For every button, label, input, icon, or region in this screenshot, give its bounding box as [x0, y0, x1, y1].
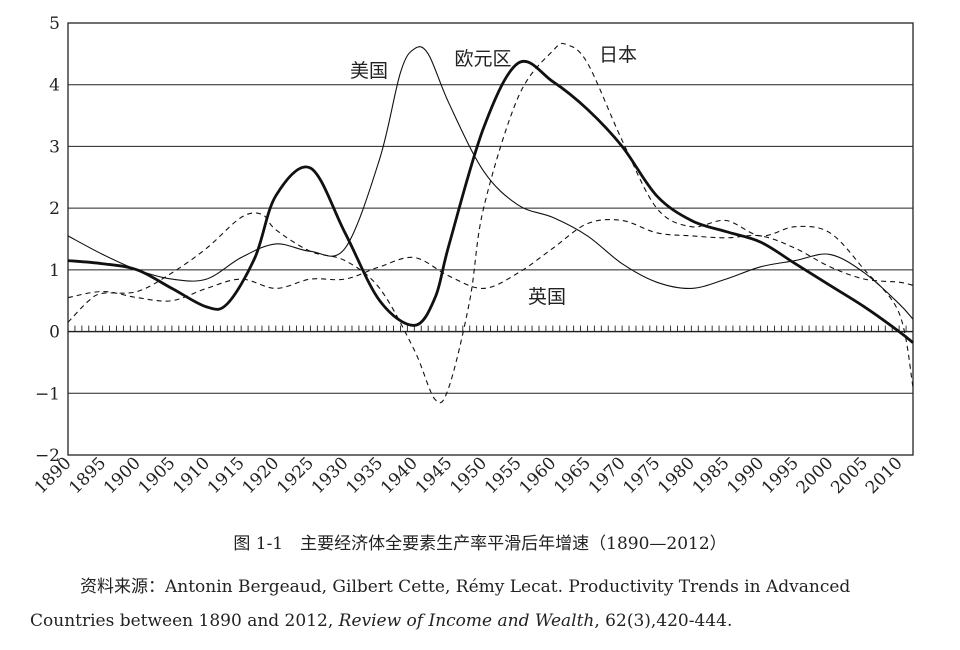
x-tick-label: 1940 — [377, 453, 422, 498]
x-tick-label: 1995 — [758, 453, 803, 498]
series-uk-label: 英国 — [528, 286, 566, 308]
line-chart: 543210−1−2189018951900190519101915192019… — [31, 14, 914, 498]
x-tick-label: 1915 — [204, 453, 249, 498]
x-tick-label: 2005 — [827, 453, 872, 498]
y-tick-label: 4 — [49, 76, 60, 96]
x-tick-label: 1920 — [239, 453, 284, 498]
series-euro-area-label: 欧元区 — [454, 48, 511, 70]
y-tick-label: 1 — [49, 261, 60, 281]
x-tick-label: 1895 — [65, 453, 110, 498]
source-text: Countries between 1890 and 2012, — [30, 611, 339, 631]
series-japan-line — [67, 42, 914, 404]
x-tick-label: 1955 — [481, 453, 526, 498]
x-tick-label: 1930 — [308, 453, 353, 498]
source-line-2: Countries between 1890 and 2012, Review … — [30, 604, 930, 638]
x-tick-label: 1905 — [135, 453, 180, 498]
x-tick-label: 1960 — [516, 453, 561, 498]
x-tick-label: 1900 — [100, 453, 145, 498]
series-japan-label: 日本 — [599, 44, 637, 66]
figure-caption: 图 1-1 主要经济体全要素生产率平滑后年增速（1890—2012） — [233, 534, 727, 554]
x-tick-label: 1965 — [550, 453, 595, 498]
series-uk-line — [67, 218, 914, 302]
x-tick-label: 1970 — [585, 453, 630, 498]
x-tick-label: 1910 — [169, 453, 214, 498]
source-note: 资料来源：Antonin Bergeaud, Gilbert Cette, Ré… — [30, 570, 930, 638]
x-tick-label: 1950 — [446, 453, 491, 498]
x-tick-label: 1935 — [342, 453, 387, 498]
journal-name: Review of Income and Wealth — [338, 611, 595, 631]
x-tick-label: 1985 — [689, 453, 734, 498]
x-tick-label: 2000 — [793, 453, 838, 498]
y-tick-label: 0 — [49, 323, 60, 343]
y-tick-label: 5 — [49, 14, 60, 34]
x-tick-label: 2010 — [862, 453, 907, 498]
x-tick-label: 1980 — [654, 453, 699, 498]
y-tick-label: 3 — [49, 137, 60, 157]
x-tick-label: 1975 — [620, 453, 665, 498]
plot-frame — [67, 22, 914, 456]
y-tick-label: 2 — [49, 199, 60, 219]
x-tick-label: 1945 — [412, 453, 457, 498]
y-tick-label: −2 — [35, 446, 60, 466]
series-usa-label: 美国 — [350, 60, 388, 82]
chart: 5 4 3 2 1 0 −1 −2 1890 1895 1900 1905 1910 1915 1920 19… — [31, 14, 914, 498]
x-tick-label: 1925 — [273, 453, 318, 498]
x-tick-label: 1990 — [723, 453, 768, 498]
series-euro-area-line — [67, 59, 914, 344]
y-tick-label: −1 — [35, 384, 60, 404]
series-usa-line — [67, 46, 914, 320]
source-line-1: 资料来源：Antonin Bergeaud, Gilbert Cette, Ré… — [80, 577, 851, 597]
source-citation: , 62(3),420-444. — [594, 611, 733, 631]
